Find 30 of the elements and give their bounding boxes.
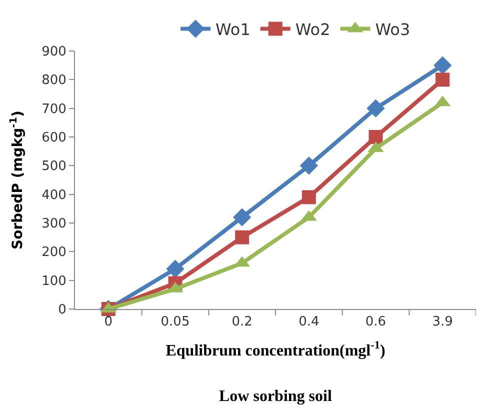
- y-tick-label: 700: [42, 102, 66, 117]
- text: Low sorbing soil: [219, 388, 332, 405]
- point: [436, 72, 450, 87]
- point: [235, 230, 250, 244]
- y-tick-label: 300: [42, 216, 66, 232]
- y-tick-label: 400: [42, 188, 66, 203]
- legend-label: Wo1: [216, 20, 250, 39]
- point: [302, 190, 316, 204]
- y-tick-label: 500: [42, 159, 66, 174]
- point: [300, 156, 318, 175]
- y-tick-label: 0: [58, 302, 66, 318]
- y-tick-label: 800: [42, 73, 66, 88]
- point: [166, 260, 184, 278]
- x-tick-label: 0.2: [232, 314, 252, 330]
- y-tick-label: 600: [42, 130, 66, 146]
- point: [232, 208, 252, 226]
- y-tick-label: 100: [42, 274, 66, 289]
- y-tick-label: 900: [42, 44, 66, 60]
- x-axis-title: Equlibrum concentration(mgl$^{-1}$): [166, 340, 386, 360]
- y-tick-label: 200: [42, 245, 66, 260]
- x-tick-label: 0.6: [365, 314, 386, 330]
- x-tick-label: 3.9: [432, 314, 453, 330]
- point: [368, 130, 383, 144]
- point: [433, 56, 452, 74]
- legend-label: Wo2: [295, 20, 330, 39]
- legend-label: Wo3: [375, 20, 410, 39]
- x-tick-label: 0.4: [298, 314, 320, 330]
- x-tick-label: 0.05: [160, 314, 190, 330]
- point: [366, 99, 385, 118]
- x-tick-label: 0: [104, 314, 113, 330]
